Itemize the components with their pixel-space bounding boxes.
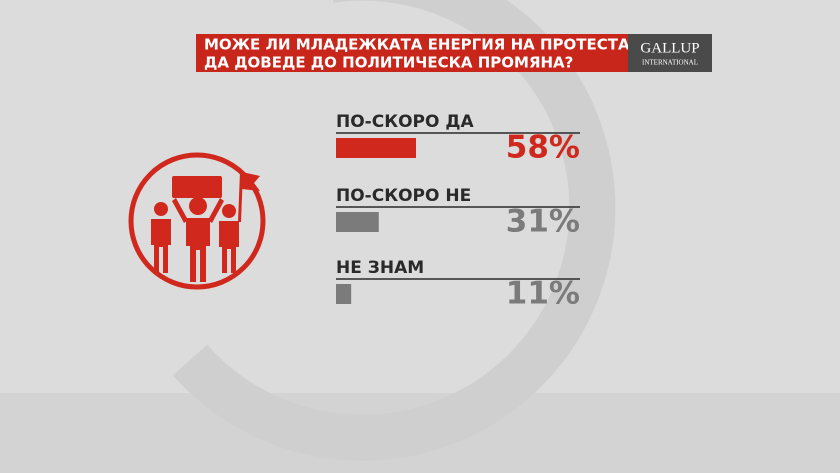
value-label: 58% bbox=[506, 130, 580, 166]
bar bbox=[336, 284, 352, 304]
bar bbox=[336, 138, 416, 158]
category-label: ПО-СКОРО НЕ bbox=[336, 186, 471, 206]
logo-sub: INTERNATIONAL bbox=[642, 59, 698, 67]
category-label: НЕ ЗНАМ bbox=[336, 258, 424, 278]
chart-title: ДА ДОВЕДЕ ДО ПОЛИТИЧЕСКА ПРОМЯНА? bbox=[204, 54, 573, 72]
protest-icon bbox=[128, 152, 266, 290]
category-label: ПО-СКОРО ДА bbox=[336, 112, 475, 132]
value-label: 31% bbox=[506, 204, 580, 240]
background-arc bbox=[172, 0, 616, 461]
bar bbox=[336, 212, 379, 232]
chart-title: МОЖЕ ЛИ МЛАДЕЖКАТА ЕНЕРГИЯ НА ПРОТЕСТА bbox=[204, 36, 630, 54]
value-label: 11% bbox=[506, 276, 580, 312]
title-box bbox=[196, 34, 628, 72]
logo: GALLUP bbox=[640, 40, 699, 56]
logo-box bbox=[628, 34, 712, 72]
